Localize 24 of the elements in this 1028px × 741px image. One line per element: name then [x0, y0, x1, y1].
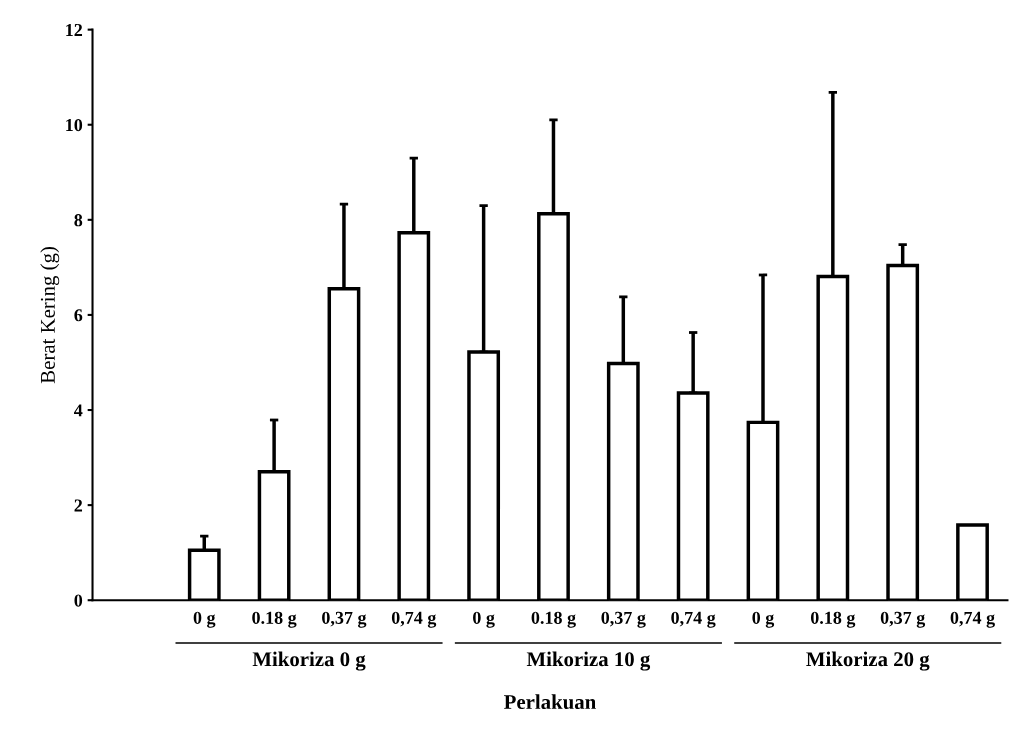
y-tick-label: 8 [74, 214, 83, 227]
x-tick-label: 0,74 g [391, 611, 437, 628]
x-tick-label: 0,74 g [671, 611, 716, 628]
text: Mikoriza 20 g [806, 651, 930, 671]
y-tick-label: 2 [74, 499, 83, 512]
x-tick-label: 0,37 g [322, 611, 367, 628]
x-tick-label: 0,37 g [880, 611, 926, 628]
y-tick-label: 0 [74, 594, 83, 607]
x-tick-label: 0 g [752, 611, 775, 628]
x-tick-label: 0 g [473, 611, 495, 628]
text: Mikoriza 0 g [252, 651, 366, 671]
x-tick-label: 0 g [193, 611, 216, 628]
text: Mikoriza 10 g [526, 651, 651, 671]
x-tick-label: 0.18 g [810, 611, 856, 628]
y-tick-label: 10 [66, 118, 83, 132]
y-tick-label: 6 [74, 309, 83, 322]
y-tick-label: 12 [66, 23, 83, 36]
x-tick-label: 0,37 g [601, 611, 646, 628]
y-axis-title: Berat Kering (g) [40, 247, 60, 384]
y-tick-label: 4 [74, 404, 83, 417]
x-tick-label: 0,74 g [950, 611, 995, 628]
x-tick-label: 0.18 g [252, 611, 297, 628]
x-axis-title: Perlakuan [504, 694, 596, 710]
x-tick-label: 0.18 g [531, 611, 576, 628]
